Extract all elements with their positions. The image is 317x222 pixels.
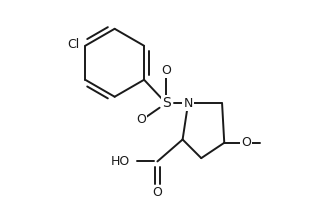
- Text: N: N: [184, 97, 193, 110]
- Text: O: O: [136, 113, 146, 126]
- Text: O: O: [241, 136, 251, 149]
- Text: S: S: [162, 96, 171, 110]
- Text: Cl: Cl: [68, 38, 80, 51]
- Text: O: O: [161, 64, 171, 77]
- Text: O: O: [152, 186, 162, 199]
- Text: HO: HO: [111, 155, 130, 168]
